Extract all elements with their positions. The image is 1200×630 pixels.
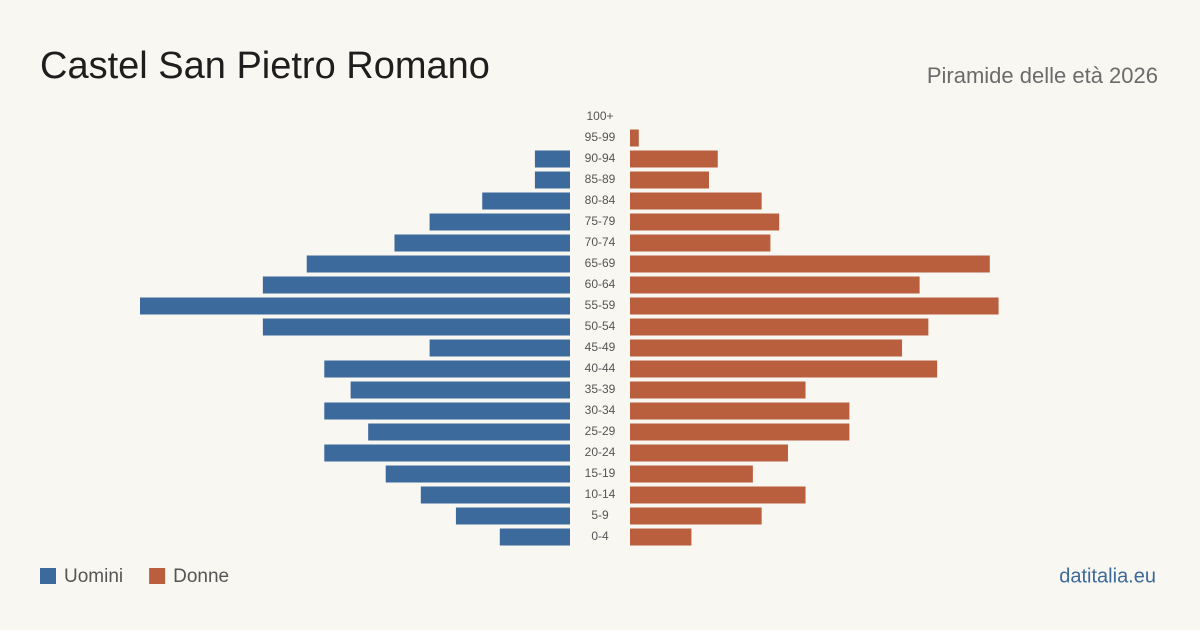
bar [262,318,570,336]
bar [324,402,570,420]
bar [534,171,570,189]
chart-title: Castel San Pietro Romano [40,45,490,87]
bar [350,381,570,399]
bar [534,150,570,168]
bar [630,528,692,546]
legend-swatch [149,568,166,584]
y-tick-label: 5-9 [591,508,609,522]
bar [420,486,570,504]
bar [262,276,570,294]
bar [630,213,780,231]
bar [630,507,762,525]
bar [429,213,570,231]
bar [630,297,999,315]
y-tick-label: 60-64 [585,277,616,291]
bar [630,276,920,294]
bar [306,255,570,273]
bar [394,234,570,252]
bar [630,192,762,210]
bar [324,444,570,462]
bar [630,171,709,189]
y-tick-label: 25-29 [585,424,616,438]
bar [324,360,570,378]
bar [630,234,771,252]
bar [630,318,929,336]
y-tick-label: 80-84 [585,193,616,207]
legend-label: Uomini [64,566,123,587]
y-tick-label: 55-59 [585,298,616,312]
bar [140,297,570,315]
bar [630,444,788,462]
y-tick-label: 85-89 [585,172,616,186]
bar [630,255,990,273]
y-tick-label: 75-79 [585,214,616,228]
bar [630,360,938,378]
bar [630,150,718,168]
bar [630,402,850,420]
y-tick-label: 95-99 [585,130,616,144]
y-tick-label: 65-69 [585,256,616,270]
bar [482,192,570,210]
bar [630,381,806,399]
bar [630,465,753,483]
y-tick-label: 50-54 [585,319,616,333]
bar [368,423,570,441]
bar [630,486,806,504]
bar [499,528,570,546]
y-tick-label: 20-24 [585,445,616,459]
bar [385,465,570,483]
bar [630,129,639,147]
y-tick-label: 40-44 [585,361,616,375]
chart-subtitle: Piramide delle età 2026 [927,63,1158,88]
y-tick-label: 10-14 [585,487,616,501]
y-tick-label: 90-94 [585,151,616,165]
bar [630,423,850,441]
bar [429,339,570,357]
y-tick-label: 100+ [586,109,613,123]
y-tick-label: 30-34 [585,403,616,417]
y-tick-label: 0-4 [591,529,609,543]
legend-swatch [40,568,56,584]
legend-label: Donne [173,566,229,587]
y-tick-label: 15-19 [585,466,616,480]
y-tick-label: 45-49 [585,340,616,354]
bar [455,507,570,525]
source: datitalia.eu [1059,565,1156,587]
y-tick-label: 70-74 [585,235,616,249]
bar [630,339,903,357]
y-tick-label: 35-39 [585,382,616,396]
